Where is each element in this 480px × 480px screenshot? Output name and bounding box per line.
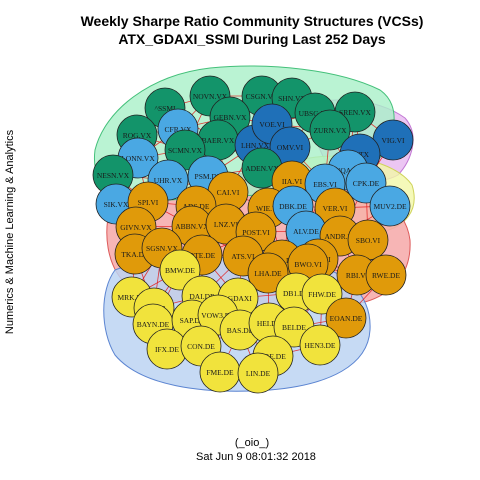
node-circle: [247, 252, 289, 294]
network-node: EOAN.DE: [325, 297, 367, 339]
node-circle: [325, 297, 367, 339]
node-label: SBO.VI: [356, 236, 381, 245]
node-label: VER.VI: [323, 204, 348, 213]
footer-timestamp: Sat Jun 9 08:01:32 2018: [196, 451, 316, 463]
node-label: MUV2.DE: [373, 202, 407, 211]
node-label: SCMN.VX: [168, 146, 203, 155]
node-label: PSM.DE: [195, 172, 222, 181]
node-label: ^SSMI: [154, 104, 176, 113]
network-node: SBO.VI: [347, 219, 389, 261]
node-label: WIE.VI: [256, 204, 280, 213]
node-label: ABBN.VX: [175, 222, 209, 231]
node-label: DTE.DE: [189, 251, 216, 260]
network-node: VIG.VI: [372, 119, 414, 161]
node-circle: [237, 352, 279, 394]
side-label: Numerics & Machine Learning & Analytics: [4, 129, 16, 334]
node-label: CPK.DE: [353, 179, 380, 188]
node-label: ADEN.VX: [245, 164, 279, 173]
node-label: BAS.DE: [227, 326, 254, 335]
network-node: RWE.DE: [365, 254, 407, 296]
node-label: VOW3.DE: [201, 311, 235, 320]
node-label: SIK.VX: [104, 200, 129, 209]
node-label: IFX.DE: [155, 345, 179, 354]
node-label: NOVN.VX: [193, 92, 228, 101]
network-node: MUV2.DE: [369, 185, 411, 227]
node-label: FHW.DE: [308, 290, 336, 299]
node-label: LIN.DE: [246, 369, 271, 378]
node-label: VOE.VI: [259, 120, 285, 129]
network-node: HEN3.DE: [299, 324, 341, 366]
node-label: BWO.VI: [294, 260, 322, 269]
node-label: IIA.VI: [282, 177, 303, 186]
node-label: LHA.DE: [254, 269, 282, 278]
network-node: ZURN.VX: [309, 109, 351, 151]
network-node: FME.DE: [199, 351, 241, 393]
node-label: RWE.DE: [372, 271, 401, 280]
node-label: CON.DE: [187, 342, 215, 351]
node-label: FRE.DE: [260, 352, 286, 361]
node-label: LHN.VX: [241, 141, 270, 150]
node-label: SPI.VI: [138, 198, 159, 207]
network-node: OMV.VI: [269, 126, 311, 168]
node-label: ^GDAXI: [224, 294, 252, 303]
node-label: EBS.VI: [313, 180, 337, 189]
node-label: BAYN.DE: [137, 320, 170, 329]
node-label: DB1.DE: [283, 289, 309, 298]
node-label: BMW.DE: [165, 266, 195, 275]
node-label: DBK.DE: [279, 202, 307, 211]
node-label: RBI.VI: [346, 271, 369, 280]
node-label: LONN.VX: [121, 154, 155, 163]
node-label: DAI.DE: [189, 292, 215, 301]
node-label: MRK.DE: [118, 293, 147, 302]
node-label: HEN3.DE: [304, 341, 335, 350]
node-label: SREN.VX: [339, 108, 371, 117]
node-circle: [369, 185, 411, 227]
node-label: NESN.VX: [97, 171, 130, 180]
network-node: LHA.DE: [247, 252, 289, 294]
node-label: CFR.VX: [165, 125, 192, 134]
node-label: EOAN.DE: [330, 314, 363, 323]
node-label: UQA.VI: [335, 166, 362, 175]
node-label: GIVN.VX: [120, 223, 152, 232]
node-label: HEI.DE: [257, 319, 282, 328]
node-label: CSGN.VX: [246, 92, 279, 101]
node-label: ANDR.VI: [324, 232, 356, 241]
node-label: ALV.DE: [293, 227, 319, 236]
node-label: ZURN.VX: [313, 126, 347, 135]
node-label: TKA.DE: [121, 250, 149, 259]
node-label: FME.DE: [206, 368, 234, 377]
node-circle: [365, 254, 407, 296]
node-label: ROG.VX: [123, 131, 152, 140]
node-label: OMV.VI: [277, 143, 304, 152]
footer-signature: (_oio_): [235, 437, 269, 449]
figure-title-line-1: Weekly Sharpe Ratio Community Structures…: [81, 13, 424, 29]
node-label: BEI.DE: [282, 323, 306, 332]
node-label: UHR.VX: [154, 176, 183, 185]
node-label: CAI.VI: [217, 188, 240, 197]
node-label: GEBN.VX: [213, 113, 247, 122]
node-label: VIG.VI: [381, 136, 405, 145]
figure-title-line-2: ATX_GDAXI_SSMI During Last 252 Days: [118, 31, 386, 47]
node-label: BAER.VX: [202, 136, 235, 145]
node-label: LNZ.VI: [214, 220, 239, 229]
node-circle: [309, 109, 351, 151]
node-label: SGSN.VX: [146, 244, 178, 253]
network-node: LIN.DE: [237, 352, 279, 394]
node-circle: [299, 324, 341, 366]
node-label: ATS.VI: [231, 252, 255, 261]
node-label: SAP.DE: [180, 316, 205, 325]
node-label: UBSG.VX: [299, 109, 332, 118]
network-nodes: ^SSMI NOVN.VX CSGN.VX SHN.VX GEBN.VX UBSG.VX S…: [92, 75, 414, 394]
node-label: SHN.VX: [278, 94, 306, 103]
node-label: POST.VI: [242, 228, 270, 237]
